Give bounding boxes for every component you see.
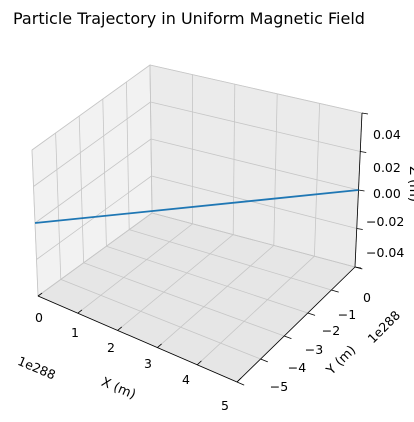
- y-tick-label: −3: [305, 342, 323, 357]
- x-gridline: [77, 223, 193, 314]
- x-tick-label: 5: [221, 398, 229, 413]
- z-axis-label: Z (m): [406, 166, 414, 202]
- z-tick-labels: 0.04 0.02 0.00 −0.02 −0.04: [366, 127, 404, 260]
- z-gridline: [34, 138, 152, 224]
- z-tick-label: 0.00: [373, 186, 401, 201]
- y-tick-label: 0: [363, 290, 371, 305]
- z-gridline: [33, 101, 151, 187]
- z-tick: [360, 151, 367, 153]
- y-gridline: [106, 245, 308, 314]
- x-tick: [157, 343, 162, 348]
- y-axis-line: [236, 266, 356, 383]
- y-axis-label: Y (m): [323, 343, 359, 379]
- z-gridline: [149, 64, 363, 114]
- x-tick-label: 1: [71, 325, 79, 340]
- x-tick: [37, 292, 43, 297]
- x-offset-text: 1e288: [16, 353, 58, 382]
- z-gridline: [150, 101, 361, 152]
- y-gridline: [129, 229, 332, 291]
- z-tick: [354, 266, 362, 269]
- x-gridline: [196, 255, 315, 366]
- z-gridline: [151, 212, 356, 268]
- z-tick: [361, 112, 369, 115]
- x-tick: [196, 360, 202, 366]
- x-tick-label: 3: [144, 356, 152, 371]
- x-gridline: [157, 245, 275, 348]
- x-axis-line: [37, 295, 238, 383]
- x-tick-label: 4: [182, 372, 190, 387]
- z-tick: [356, 228, 363, 230]
- y-gridline: [83, 262, 285, 337]
- z-gridline: [37, 212, 153, 297]
- trajectory-line: [34, 189, 359, 224]
- z-tick-label: −0.04: [366, 245, 404, 260]
- y-tick-label: −2: [322, 323, 340, 338]
- chart-title: Particle Trajectory in Uniform Magnetic …: [13, 9, 365, 28]
- x-tick-labels: 0 1 2 3 4 5: [35, 310, 229, 413]
- z-tick-label: 0.04: [373, 127, 401, 142]
- x-tick-label: 0: [35, 310, 43, 325]
- y-tick: [236, 381, 245, 386]
- axes-3d: 0 1 2 3 4 5 1e288 X (m) 0 −1 −2 −3 −4 −5…: [16, 64, 414, 413]
- y-tick-label: −4: [288, 360, 306, 375]
- y-tick: [260, 358, 268, 363]
- x-tick: [117, 326, 123, 331]
- x-tick: [236, 377, 242, 383]
- z-tick-label: 0.02: [373, 160, 401, 175]
- z-tick-label: −0.02: [366, 214, 404, 229]
- z-tick: [358, 189, 365, 192]
- y-tick-label: −1: [338, 307, 356, 322]
- x-axis-label: X (m): [99, 375, 138, 403]
- x-gridline: [117, 234, 234, 331]
- x-tick-label: 2: [107, 340, 115, 355]
- z-gridline: [150, 138, 359, 191]
- z-gridline: [151, 175, 357, 229]
- y-tick: [331, 289, 339, 293]
- y-gridline: [60, 279, 261, 360]
- tick-marks: [37, 112, 369, 386]
- z-gridline: [31, 64, 151, 151]
- y-tick: [307, 312, 316, 316]
- y-tick-labels: 0 −1 −2 −3 −4 −5: [270, 290, 371, 394]
- series-layer: [34, 189, 359, 224]
- x-tick: [77, 309, 83, 314]
- y-tick: [284, 335, 292, 340]
- y-offset-text: 1e288: [365, 308, 404, 347]
- y-tick-label: −5: [270, 379, 288, 394]
